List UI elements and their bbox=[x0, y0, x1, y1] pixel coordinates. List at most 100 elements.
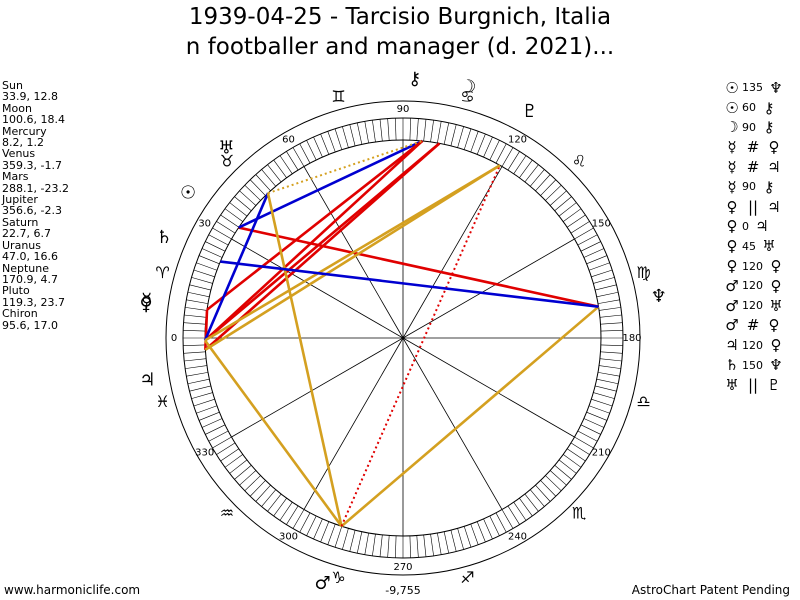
degree-tick bbox=[545, 475, 562, 492]
aspect-planet-b-icon: ♃ bbox=[755, 217, 769, 236]
degree-tick bbox=[189, 385, 211, 392]
degree-tick bbox=[530, 169, 545, 187]
aspect-planet-a-icon: ☽ bbox=[725, 118, 739, 137]
aspect-angle: 45 bbox=[742, 239, 756, 253]
position-name-saturn: Saturn bbox=[2, 215, 39, 229]
position-name-jupiter: Jupiter bbox=[2, 193, 38, 207]
footer-patent-notice: AstroChart Patent Pending bbox=[631, 583, 790, 597]
degree-tick bbox=[356, 531, 363, 554]
degree-tick bbox=[593, 277, 615, 284]
degree-tick bbox=[196, 262, 218, 271]
degree-label-300: 300 bbox=[279, 531, 298, 542]
degree-tick bbox=[600, 344, 623, 346]
degree-tick bbox=[249, 179, 266, 196]
degree-tick bbox=[224, 454, 243, 468]
division-line bbox=[303, 337, 404, 510]
aspect-angle: 60 bbox=[742, 101, 756, 115]
degree-tick bbox=[535, 484, 551, 502]
degree-tick bbox=[395, 535, 397, 558]
degree-tick bbox=[470, 523, 479, 545]
degree-tick bbox=[184, 358, 207, 362]
degree-tick bbox=[364, 532, 369, 555]
degree-tick bbox=[191, 392, 213, 399]
degree-tick bbox=[356, 122, 363, 145]
degree-tick bbox=[183, 344, 206, 346]
degree-tick bbox=[495, 143, 507, 164]
degree-tick bbox=[364, 121, 369, 144]
zodiac-sign-icon: ♈ bbox=[155, 263, 169, 282]
position-name-moon: Moon bbox=[2, 101, 32, 115]
footer-website: www.harmoniclife.com bbox=[4, 583, 141, 597]
degree-tick bbox=[292, 509, 305, 529]
division-line bbox=[402, 238, 575, 339]
aspect-row: ☽ 90 ⚷ bbox=[722, 118, 786, 138]
degree-tick bbox=[267, 164, 282, 183]
outer-ring bbox=[165, 100, 641, 576]
aspect-line bbox=[238, 139, 423, 229]
degree-label-60: 60 bbox=[282, 135, 295, 146]
degree-tick bbox=[189, 284, 211, 291]
degree-tick bbox=[185, 307, 207, 311]
degree-tick bbox=[184, 314, 207, 318]
planet-uranus-icon: ♅ bbox=[218, 138, 234, 159]
degree-tick bbox=[524, 164, 539, 183]
degree-tick bbox=[586, 255, 608, 265]
degree-tick bbox=[320, 521, 330, 543]
degree-tick bbox=[563, 208, 582, 222]
degree-tick bbox=[409, 118, 411, 141]
degree-tick bbox=[583, 418, 605, 428]
degree-tick bbox=[185, 365, 207, 369]
degree-tick bbox=[437, 532, 442, 555]
degree-tick bbox=[224, 208, 243, 222]
degree-tick bbox=[524, 493, 539, 512]
position-value-uranus: 47.0, 16.6 bbox=[2, 250, 58, 264]
degree-tick bbox=[244, 184, 261, 201]
degree-tick bbox=[599, 365, 621, 369]
degree-tick bbox=[349, 124, 356, 146]
aspect-row: ♀ 0 ♃ bbox=[722, 217, 786, 237]
position-name-mercury: Mercury bbox=[2, 124, 47, 138]
chart-title-line-1: 1939-04-25 - Tarcisio Burgnich, Italia bbox=[188, 4, 612, 30]
degree-tick bbox=[208, 430, 229, 442]
degree-tick bbox=[437, 121, 442, 144]
degree-tick bbox=[483, 518, 493, 540]
degree-tick bbox=[239, 470, 257, 486]
degree-tick bbox=[416, 535, 419, 558]
degree-tick bbox=[342, 528, 349, 550]
planet-moon-icon: ☽ bbox=[460, 76, 476, 97]
degree-label-30: 30 bbox=[198, 219, 211, 230]
degree-tick bbox=[267, 493, 282, 512]
degree-tick bbox=[334, 128, 343, 150]
degree-tick bbox=[595, 385, 617, 392]
aspect-planet-b-icon: ♀ bbox=[770, 336, 782, 355]
aspect-planet-b-icon: ⚷ bbox=[763, 177, 775, 196]
zodiac-sign-icon: ♌ bbox=[572, 151, 586, 170]
zodiac-sign-icon: ♒ bbox=[220, 504, 234, 523]
degree-tick bbox=[596, 378, 619, 385]
position-name-uranus: Uranus bbox=[2, 238, 41, 252]
aspect-planet-b-icon: ♇ bbox=[767, 375, 781, 394]
degree-tick bbox=[220, 448, 240, 462]
degree-tick bbox=[187, 291, 210, 298]
aspect-line bbox=[340, 305, 600, 528]
degree-tick bbox=[535, 174, 551, 192]
degree-tick bbox=[570, 442, 590, 455]
aspect-planet-b-icon: ♀ bbox=[770, 276, 782, 295]
degree-tick bbox=[597, 372, 620, 377]
degree-tick bbox=[216, 221, 236, 234]
degree-tick bbox=[327, 131, 336, 153]
aspect-line bbox=[204, 142, 441, 351]
degree-tick bbox=[220, 214, 240, 228]
degree-tick bbox=[566, 448, 586, 462]
aspect-angle: 120 bbox=[742, 338, 763, 352]
degree-tick bbox=[216, 442, 236, 455]
aspect-planet-a-icon: ☿ bbox=[727, 158, 737, 177]
degree-tick bbox=[201, 418, 223, 428]
position-value-neptune: 170.9, 4.7 bbox=[2, 272, 58, 286]
planet-jupiter-icon: ♃ bbox=[139, 369, 155, 390]
degree-tick bbox=[599, 314, 622, 318]
degree-tick bbox=[261, 169, 276, 187]
degree-tick bbox=[183, 322, 206, 325]
division-line bbox=[402, 166, 503, 339]
degree-tick bbox=[387, 118, 390, 141]
